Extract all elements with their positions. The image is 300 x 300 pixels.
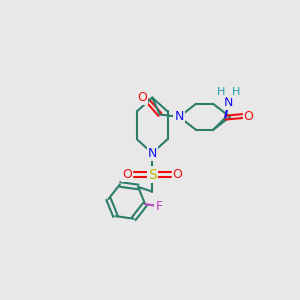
- Text: O: O: [122, 168, 132, 181]
- Text: O: O: [173, 168, 183, 181]
- Text: H: H: [232, 87, 240, 97]
- Text: O: O: [244, 110, 254, 123]
- Text: S: S: [148, 168, 157, 182]
- Text: F: F: [155, 200, 162, 213]
- Text: N: N: [224, 96, 233, 109]
- Text: N: N: [148, 146, 157, 160]
- Text: O: O: [137, 91, 147, 104]
- Text: H: H: [217, 87, 225, 97]
- Text: N: N: [175, 110, 184, 123]
